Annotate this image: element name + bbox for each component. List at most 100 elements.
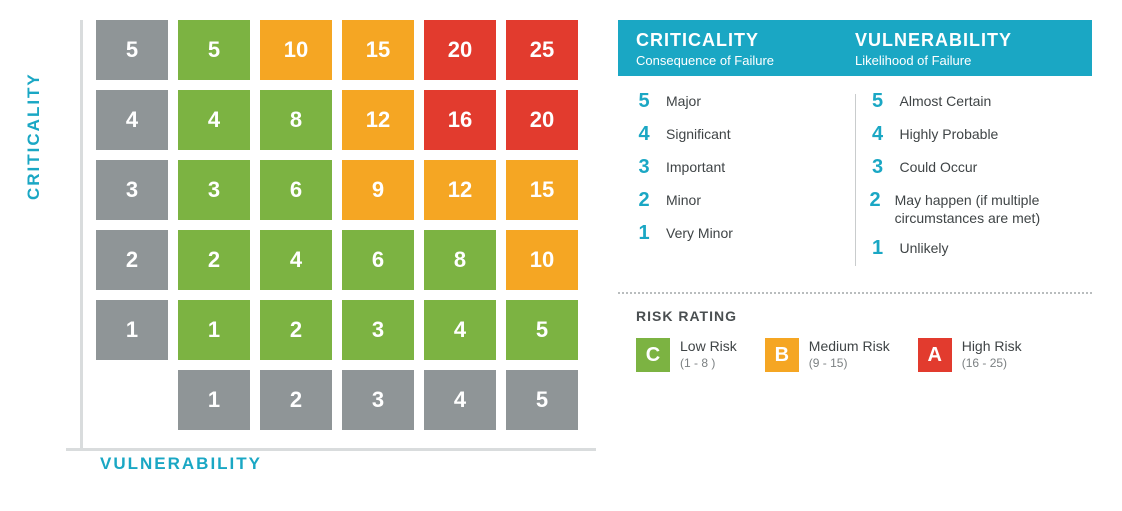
scale-row: 4 Significant [636,123,841,146]
legend-divider [855,94,856,266]
scale-label: Significant [666,123,731,144]
risk-text: Low Risk (1 - 8 ) [680,338,737,370]
matrix-cell: 8 [424,230,496,290]
scale-number: 1 [870,237,886,260]
matrix-cell: 16 [424,90,496,150]
scale-number: 4 [636,123,652,146]
scale-row: 3 Could Occur [870,156,1075,179]
x-axis-line [66,448,596,451]
risk-range: (9 - 15) [809,356,890,370]
risk-label: High Risk [962,338,1022,354]
matrix-cell: 4 [96,90,168,150]
matrix-cell: 2 [260,300,332,360]
matrix-cell: 15 [506,160,578,220]
matrix-cell: 20 [506,90,578,150]
risk-text: Medium Risk (9 - 15) [809,338,890,370]
matrix-cell: 3 [342,370,414,430]
risk-range: (1 - 8 ) [680,356,737,370]
vulnerability-subtitle: Likelihood of Failure [855,53,1074,68]
vulnerability-scale: 5 Almost Certain 4 Highly Probable 3 Could Oc… [870,90,1075,270]
matrix-cell: 1 [178,370,250,430]
scale-label: May happen (if multiple circumstances ar… [895,189,1074,227]
scale-row: 5 Almost Certain [870,90,1075,113]
scale-number: 3 [870,156,886,179]
risk-text: High Risk (16 - 25) [962,338,1022,370]
matrix-cell: 6 [260,160,332,220]
matrix-cell: 20 [424,20,496,80]
risk-rating-item: B Medium Risk (9 - 15) [765,338,890,372]
matrix-cell: 9 [342,160,414,220]
matrix-cell: 1 [96,300,168,360]
criticality-scale: 5 Major 4 Significant 3 Important 2 Minor 1 Very … [636,90,841,270]
criticality-subtitle: Consequence of Failure [636,53,855,68]
matrix-cell: 4 [260,230,332,290]
scale-label: Could Occur [900,156,978,177]
scale-label: Major [666,90,701,111]
matrix-cell: 4 [424,300,496,360]
x-axis-label: VULNERABILITY [100,454,262,474]
risk-rating-item: A High Risk (16 - 25) [918,338,1022,372]
matrix-cell: 4 [424,370,496,430]
risk-badge: A [918,338,952,372]
matrix-cell: 10 [260,20,332,80]
scale-row: 2 May happen (if multiple circumstances a… [870,189,1075,227]
scale-row: 1 Very Minor [636,222,841,245]
vulnerability-title: VULNERABILITY [855,30,1074,51]
matrix-cell [96,370,168,430]
matrix-cell: 12 [342,90,414,150]
scale-label: Highly Probable [900,123,999,144]
risk-rating-title: RISK RATING [636,308,1092,324]
scale-number: 1 [636,222,652,245]
y-axis-line [80,20,83,450]
scale-label: Almost Certain [900,90,992,111]
scale-label: Minor [666,189,701,210]
scale-number: 3 [636,156,652,179]
matrix-cell: 3 [178,160,250,220]
risk-matrix: CRITICALITY VULNERABILITY 55101520254481… [30,20,578,480]
scale-number: 5 [870,90,886,113]
matrix-cell: 3 [96,160,168,220]
risk-label: Low Risk [680,338,737,354]
scale-label: Important [666,156,725,177]
scale-row: 3 Important [636,156,841,179]
risk-badge: B [765,338,799,372]
matrix-cell: 1 [178,300,250,360]
matrix-cell: 2 [96,230,168,290]
matrix-grid: 5510152025448121620336912152246810112345… [96,20,578,430]
matrix-cell: 2 [178,230,250,290]
scale-row: 2 Minor [636,189,841,212]
dotted-separator [618,292,1092,294]
scale-number: 2 [870,189,881,212]
scale-label: Very Minor [666,222,733,243]
risk-range: (16 - 25) [962,356,1022,370]
matrix-cell: 10 [506,230,578,290]
risk-rating-item: C Low Risk (1 - 8 ) [636,338,737,372]
criticality-title: CRITICALITY [636,30,855,51]
legend-header: CRITICALITY Consequence of Failure VULNE… [618,20,1092,76]
y-axis-label: CRITICALITY [24,72,44,200]
matrix-cell: 6 [342,230,414,290]
scale-number: 2 [636,189,652,212]
risk-badge: C [636,338,670,372]
matrix-cell: 15 [342,20,414,80]
matrix-cell: 5 [506,300,578,360]
scale-label: Unlikely [900,237,949,258]
scale-number: 4 [870,123,886,146]
matrix-cell: 25 [506,20,578,80]
matrix-cell: 5 [178,20,250,80]
scale-number: 5 [636,90,652,113]
matrix-cell: 4 [178,90,250,150]
matrix-cell: 2 [260,370,332,430]
legend-panel: CRITICALITY Consequence of Failure VULNE… [618,20,1092,372]
risk-label: Medium Risk [809,338,890,354]
legend-header-right: VULNERABILITY Likelihood of Failure [855,30,1074,68]
page-root: CRITICALITY VULNERABILITY 55101520254481… [30,20,1092,480]
scale-row: 5 Major [636,90,841,113]
matrix-cell: 3 [342,300,414,360]
scale-row: 1 Unlikely [870,237,1075,260]
matrix-cell: 5 [96,20,168,80]
legend-header-left: CRITICALITY Consequence of Failure [636,30,855,68]
risk-rating-row: C Low Risk (1 - 8 ) B Medium Risk (9 - 15) A Hi… [618,338,1092,372]
scale-row: 4 Highly Probable [870,123,1075,146]
legend-body: 5 Major 4 Significant 3 Important 2 Minor 1 Very … [618,76,1092,288]
